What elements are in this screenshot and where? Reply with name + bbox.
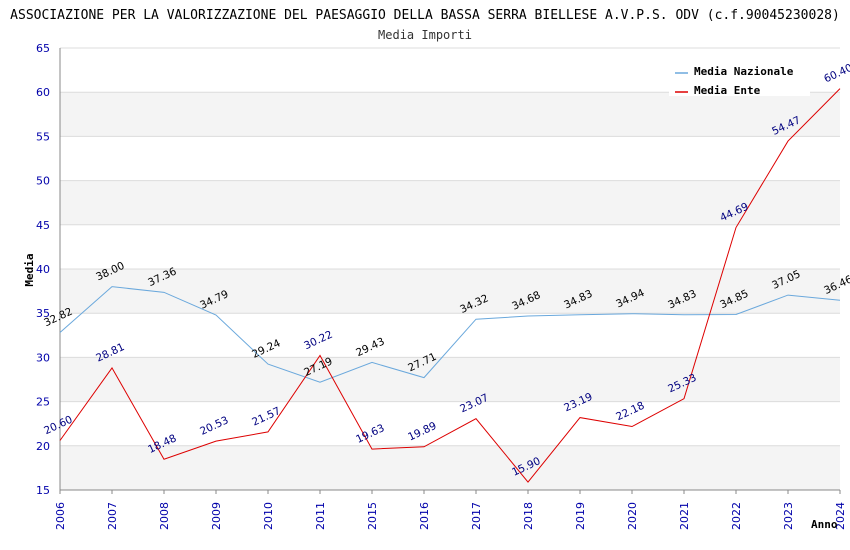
plot-band — [60, 180, 840, 225]
chart-subtitle: Media Importi — [378, 28, 472, 42]
y-tick-label: 65 — [36, 42, 50, 55]
x-tick-label: 2018 — [522, 502, 535, 530]
x-tick-label: 2020 — [626, 502, 639, 530]
x-tick-label: 2017 — [470, 502, 483, 530]
chart-title: ASSOCIAZIONE PER LA VALORIZZAZIONE DEL P… — [10, 8, 840, 23]
x-tick-label: 2007 — [106, 502, 119, 530]
x-tick-label: 2009 — [210, 502, 223, 530]
x-tick-label: 2016 — [418, 502, 431, 530]
x-tick-label: 2023 — [782, 502, 795, 530]
plot-bands — [60, 48, 840, 490]
x-tick-labels: 2006 2007 2008 2009 2010 2011 2015 2016 2017 2018… — [54, 490, 847, 530]
legend: Media Nazionale Media Ente — [669, 60, 810, 97]
x-tick-label: 2015 — [366, 502, 379, 530]
plot-band — [60, 445, 840, 490]
x-tick-label: 2022 — [730, 502, 743, 530]
y-axis-label: Media — [23, 253, 36, 286]
y-tick-label: 40 — [36, 263, 50, 276]
x-tick-label: 2019 — [574, 502, 587, 530]
x-tick-label: 2011 — [314, 502, 327, 530]
x-axis-label: Anno — [811, 518, 838, 531]
y-tick-label: 60 — [36, 86, 50, 99]
plot-band — [60, 136, 840, 181]
legend-label-media-nazionale: Media Nazionale — [694, 65, 794, 78]
plot-band — [60, 357, 840, 402]
y-tick-labels: 15 20 25 30 35 40 45 50 55 60 65 — [36, 42, 50, 497]
y-tick-label: 15 — [36, 484, 50, 497]
legend-box — [669, 60, 810, 96]
y-tick-label: 35 — [36, 307, 50, 320]
y-tick-label: 50 — [36, 175, 50, 188]
plot-band — [60, 313, 840, 358]
series-lines — [59, 88, 841, 483]
y-tick-label: 55 — [36, 130, 50, 143]
x-tick-label: 2008 — [158, 502, 171, 530]
legend-label-media-ente: Media Ente — [694, 84, 761, 97]
x-tick-label: 2021 — [678, 502, 691, 530]
plot-band — [60, 92, 840, 137]
x-tick-label: 2010 — [262, 502, 275, 530]
plot-band — [60, 269, 840, 314]
x-tick-label: 2024 — [834, 502, 847, 530]
y-tick-label: 45 — [36, 219, 50, 232]
plot-band — [60, 224, 840, 269]
y-tick-label: 25 — [36, 396, 50, 409]
y-tick-label: 30 — [36, 351, 50, 364]
series-line-media-ente — [59, 88, 841, 483]
x-tick-label: 2006 — [54, 502, 67, 530]
y-tick-label: 20 — [36, 440, 50, 453]
plot-band — [60, 401, 840, 446]
